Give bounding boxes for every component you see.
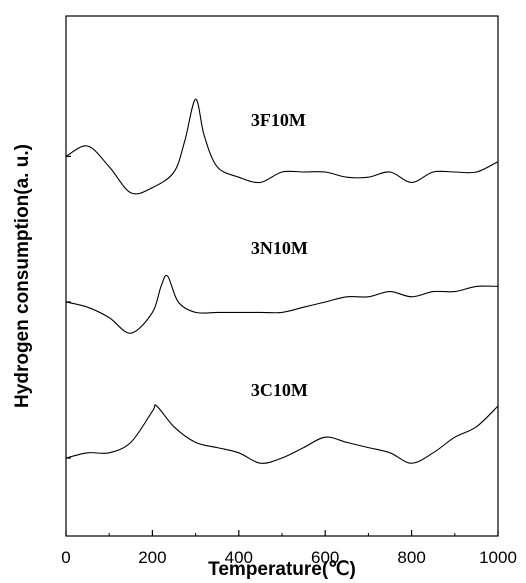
x-tick-label: 1000 xyxy=(479,548,517,567)
x-tick-label: 800 xyxy=(397,548,425,567)
series-labels: 3F10M 3N10M 3C10M xyxy=(251,110,308,400)
x-tick-label: 0 xyxy=(61,548,70,567)
series-curves xyxy=(65,98,499,464)
x-axis-title: Temperature(℃) xyxy=(208,559,356,580)
x-tick-label: 400 xyxy=(225,548,253,567)
series-line-3f10m xyxy=(65,98,499,195)
x-axis-tick-labels: 0 200 400 600 800 1000 xyxy=(61,548,517,567)
series-line-3n10m xyxy=(65,274,499,334)
series-label-3f10m: 3F10M xyxy=(251,110,306,130)
x-axis-ticks xyxy=(65,530,499,536)
x-tick-label: 200 xyxy=(138,548,166,567)
series-label-3c10m: 3C10M xyxy=(251,380,308,400)
y-axis-title: Hydrogen consumption(a. u.) xyxy=(12,144,33,408)
series-label-3n10m: 3N10M xyxy=(251,238,308,258)
y-axis-ticks xyxy=(66,155,71,459)
x-tick-label: 600 xyxy=(311,548,339,567)
series-line-3c10m xyxy=(65,404,499,464)
